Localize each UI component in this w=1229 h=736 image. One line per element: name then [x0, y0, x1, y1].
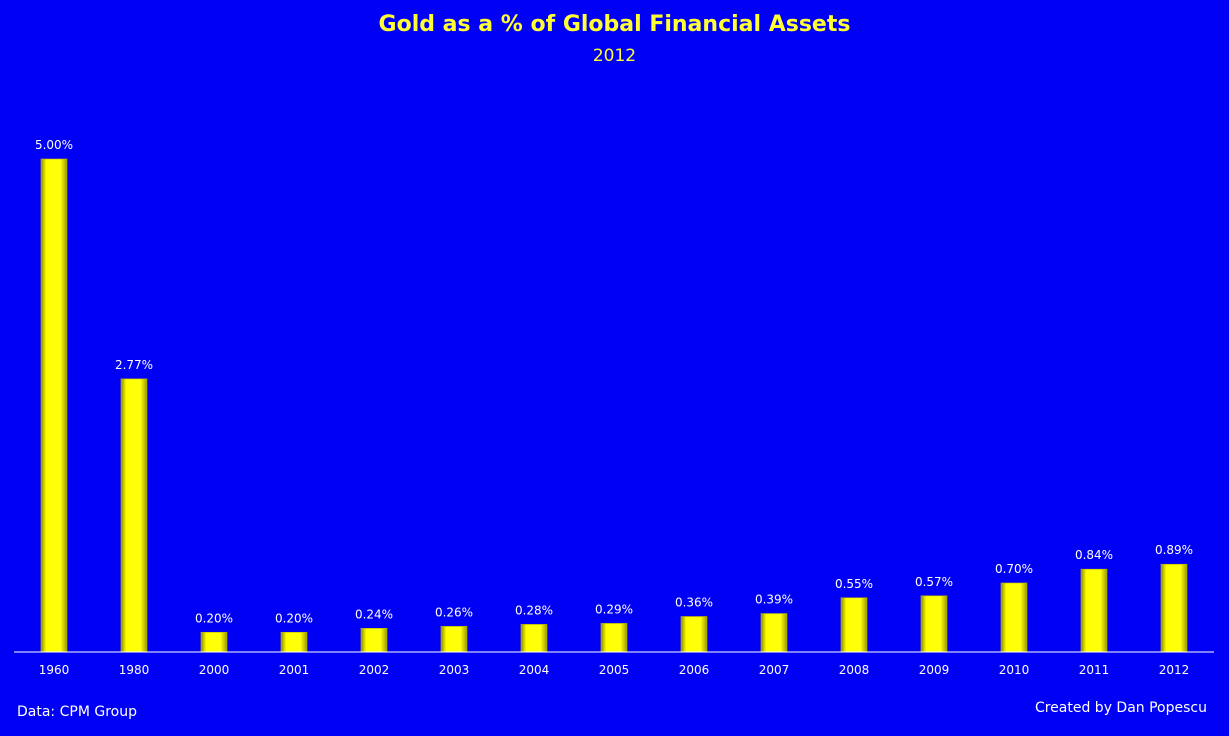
x-tick-label-2009: 2009: [919, 663, 950, 677]
bar-1960: [40, 158, 68, 653]
data-label-2007: 0.39%: [755, 593, 793, 607]
bar-2006: [680, 616, 708, 653]
data-label-1980: 2.77%: [115, 358, 153, 372]
x-tick-label-2008: 2008: [839, 663, 870, 677]
bar-2008: [840, 597, 868, 653]
bar-2005: [600, 623, 628, 653]
chart-title: Gold as a % of Global Financial Assets: [378, 12, 851, 37]
x-tick-label-2004: 2004: [519, 663, 550, 677]
chart-subtitle: 2012: [592, 46, 637, 66]
bars-group: [40, 158, 1188, 653]
bar-2009: [920, 595, 948, 653]
data-label-2003: 0.26%: [435, 605, 473, 619]
data-label-2011: 0.84%: [1075, 548, 1113, 562]
x-tick-label-2006: 2006: [679, 663, 710, 677]
x-tick-label-2012: 2012: [1159, 663, 1190, 677]
data-label-2012: 0.89%: [1155, 543, 1193, 557]
x-tick-label-2000: 2000: [199, 663, 230, 677]
data-label-2009: 0.57%: [915, 575, 953, 589]
bar-2004: [520, 624, 548, 653]
source-note: Data: CPM Group: [17, 704, 137, 720]
data-label-2010: 0.70%: [995, 562, 1033, 576]
bar-2012: [1160, 563, 1188, 653]
data-label-2005: 0.29%: [595, 602, 633, 616]
x-tick-label-1980: 1980: [119, 663, 150, 677]
data-label-2004: 0.28%: [515, 603, 553, 617]
data-label-1960: 5.00%: [35, 138, 73, 152]
data-label-2006: 0.36%: [675, 596, 713, 610]
data-label-2001: 0.20%: [275, 611, 313, 625]
bar-1980: [120, 378, 148, 653]
bar-2000: [200, 631, 228, 653]
x-tick-label-2005: 2005: [599, 663, 630, 677]
x-tick-label-2007: 2007: [759, 663, 790, 677]
x-tick-label-2002: 2002: [359, 663, 390, 677]
data-label-2002: 0.24%: [355, 607, 393, 621]
x-tick-label-2003: 2003: [439, 663, 470, 677]
x-tick-labels: 1960 1980 2000 2001 2002 2003 2004 2005 2006 2007…: [39, 663, 1190, 677]
credit-note: Created by Dan Popescu: [1034, 700, 1207, 716]
x-tick-label-2010: 2010: [999, 663, 1030, 677]
bar-2001: [280, 631, 308, 653]
bar-2010: [1000, 582, 1028, 653]
x-tick-label-2001: 2001: [279, 663, 310, 677]
data-label-2000: 0.20%: [195, 611, 233, 625]
bar-2011: [1080, 568, 1108, 653]
x-tick-label-2011: 2011: [1079, 663, 1110, 677]
bar-2007: [760, 613, 788, 653]
data-label-2008: 0.55%: [835, 577, 873, 591]
bar-2003: [440, 626, 468, 653]
data-labels: 5.00% 2.77% 0.20% 0.20% 0.24% 0.26% 0.28% 0.29%…: [35, 138, 1193, 625]
bar-2002: [360, 628, 388, 653]
x-tick-label-1960: 1960: [39, 663, 70, 677]
